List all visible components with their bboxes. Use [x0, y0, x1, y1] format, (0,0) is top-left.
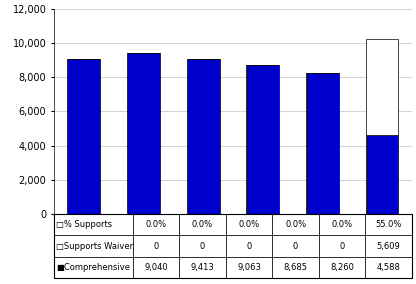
Bar: [306, 73, 339, 214]
Text: 9,413: 9,413: [191, 263, 214, 272]
Bar: [179, 235, 226, 257]
Text: 4,588: 4,588: [376, 263, 401, 272]
Text: 0.0%: 0.0%: [192, 220, 213, 229]
Text: 8,260: 8,260: [330, 263, 354, 272]
Bar: [319, 257, 365, 278]
Bar: [272, 257, 319, 278]
Text: 0: 0: [246, 242, 252, 251]
Bar: [365, 214, 412, 235]
Text: 55.0%: 55.0%: [375, 220, 402, 229]
Text: 9,063: 9,063: [237, 263, 261, 272]
Bar: [187, 59, 220, 214]
Bar: [365, 257, 412, 278]
Bar: [319, 214, 365, 235]
Text: 0: 0: [339, 242, 345, 251]
Bar: [272, 235, 319, 257]
Text: 0: 0: [293, 242, 298, 251]
Text: □% Supports: □% Supports: [56, 220, 112, 229]
Bar: [133, 214, 179, 235]
Text: 0.0%: 0.0%: [285, 220, 306, 229]
Bar: [54, 214, 133, 235]
Bar: [127, 53, 160, 214]
Text: 0.0%: 0.0%: [146, 220, 166, 229]
Bar: [365, 235, 412, 257]
Text: 0.0%: 0.0%: [332, 220, 353, 229]
Text: 0: 0: [154, 242, 158, 251]
Text: 8,685: 8,685: [284, 263, 307, 272]
Text: ■Comprehensive: ■Comprehensive: [56, 263, 130, 272]
Bar: [226, 214, 272, 235]
Bar: [133, 257, 179, 278]
Bar: [179, 214, 226, 235]
Text: 9,040: 9,040: [144, 263, 168, 272]
Bar: [366, 39, 399, 135]
Bar: [319, 235, 365, 257]
Text: 5,609: 5,609: [377, 242, 401, 251]
Bar: [246, 65, 279, 214]
Bar: [226, 235, 272, 257]
Bar: [179, 257, 226, 278]
Text: □Supports Waiver: □Supports Waiver: [56, 242, 133, 251]
Bar: [54, 257, 133, 278]
Bar: [226, 257, 272, 278]
Text: 0.0%: 0.0%: [238, 220, 260, 229]
Bar: [133, 235, 179, 257]
Text: 0: 0: [200, 242, 205, 251]
Bar: [67, 59, 100, 214]
Bar: [272, 214, 319, 235]
Bar: [366, 135, 399, 214]
Bar: [54, 235, 133, 257]
